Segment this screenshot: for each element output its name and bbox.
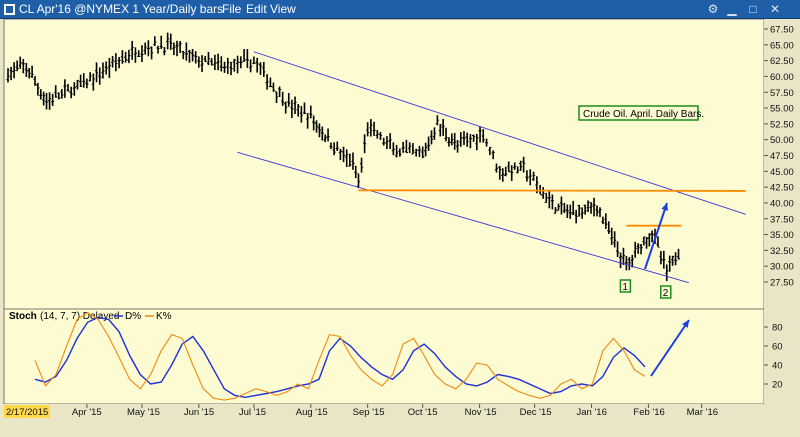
price-tick-label: 37.50 — [770, 214, 794, 225]
menu-edit[interactable]: Edit — [246, 2, 267, 16]
date-tick-label: Jun '15 — [184, 407, 214, 418]
annotation-label: Crude Oil. April. Daily Bars. — [583, 109, 704, 120]
stoch-tick-label: 20 — [772, 380, 783, 391]
minimize-icon[interactable]: ▁ — [727, 2, 737, 16]
price-tick-label: 67.50 — [770, 25, 794, 36]
stoch-series-d — [34, 316, 646, 399]
date-tick-label: Sep '15 — [353, 407, 385, 418]
date-tick-label: Nov '15 — [465, 407, 497, 418]
date-axis — [0, 404, 800, 437]
price-tick-label: 50.00 — [770, 135, 794, 146]
date-tick-label: Jul '15 — [239, 407, 266, 418]
menu-file[interactable]: File — [222, 2, 242, 16]
price-tick-label: 42.50 — [770, 183, 794, 194]
date-tick-label: Feb '16 — [633, 407, 664, 418]
stoch-plot-area — [3, 308, 765, 405]
maximize-icon[interactable]: □ — [749, 2, 757, 16]
window-title: CL Apr'16 @NYMEX 1 Year/Daily bars — [19, 2, 224, 16]
price-tick-label: 27.50 — [770, 278, 794, 289]
price-tick-label: 57.50 — [770, 88, 794, 99]
annotation-label-box — [578, 105, 699, 121]
stoch-title: Stoch — [9, 311, 37, 322]
price-tick-label: 30.00 — [770, 262, 794, 273]
date-start-label: 2/17/2015 — [6, 407, 48, 418]
date-tick-label: May '15 — [127, 407, 160, 418]
date-tick-label: Apr '15 — [72, 407, 102, 418]
line-support — [358, 189, 746, 192]
date-tick-label: Jan '16 — [577, 407, 607, 418]
annotation-marker: 2 — [663, 288, 669, 299]
line-lower-channel — [237, 151, 689, 284]
price-panel: Crude Oil. April. Daily Bars. 1 2 — [6, 32, 746, 299]
price-arrow-head — [661, 203, 669, 211]
date-tick-label: Dec '15 — [520, 407, 552, 418]
date-tick-label: Mar '16 — [687, 407, 718, 418]
price-plot-area — [3, 19, 765, 310]
window-titlebar: CL Apr'16 @NYMEX 1 Year/Daily bars File … — [0, 0, 800, 19]
price-tick-label: 45.00 — [770, 167, 794, 178]
stoch-series-k — [34, 312, 646, 401]
axes: 67.50 65.00 62.50 60.00 57.50 55.00 52.50 50.00… — [4, 25, 794, 418]
stoch-tick-label: 60 — [772, 342, 783, 353]
stoch-params: (14, 7, 7) Delayed — [40, 311, 120, 322]
stoch-arrow-head — [682, 320, 689, 328]
price-tick-label: 62.50 — [770, 56, 794, 67]
menu-view[interactable]: View — [270, 2, 296, 16]
legend-k: K% — [156, 311, 172, 322]
price-arrow — [644, 202, 668, 270]
chart-canvas: Crude Oil. April. Daily Bars. 1 2 Stoch (14… — [0, 19, 800, 437]
price-tick-label: 47.50 — [770, 151, 794, 162]
stoch-tick-label: 80 — [772, 323, 783, 334]
legend-d: D% — [125, 311, 141, 322]
price-tick-label: 40.00 — [770, 198, 794, 209]
date-start-badge — [4, 405, 50, 418]
close-icon[interactable]: ✕ — [769, 2, 781, 16]
price-tick-label: 32.50 — [770, 246, 794, 257]
date-tick-label: Aug '15 — [296, 407, 328, 418]
price-tick-label: 55.00 — [770, 104, 794, 115]
settings-icon[interactable]: ⚙ — [707, 2, 719, 16]
price-tick-label: 65.00 — [770, 40, 794, 51]
stoch-tick-label: 40 — [772, 361, 783, 372]
date-tick-label: Oct '15 — [408, 407, 438, 418]
stoch-panel: Stoch (14, 7, 7) Delayed D% K% — [9, 311, 690, 401]
annotation-marker-box — [660, 285, 672, 299]
annotation-marker-box — [619, 279, 632, 293]
app-icon — [4, 4, 15, 15]
price-tick-label: 35.00 — [770, 230, 794, 241]
annotation-marker: 1 — [622, 282, 628, 293]
line-upper-channel — [253, 51, 746, 215]
price-tick-label: 52.50 — [770, 119, 794, 130]
stoch-arrow — [650, 319, 690, 377]
price-axis — [764, 19, 800, 404]
price-tick-label: 60.00 — [770, 72, 794, 83]
